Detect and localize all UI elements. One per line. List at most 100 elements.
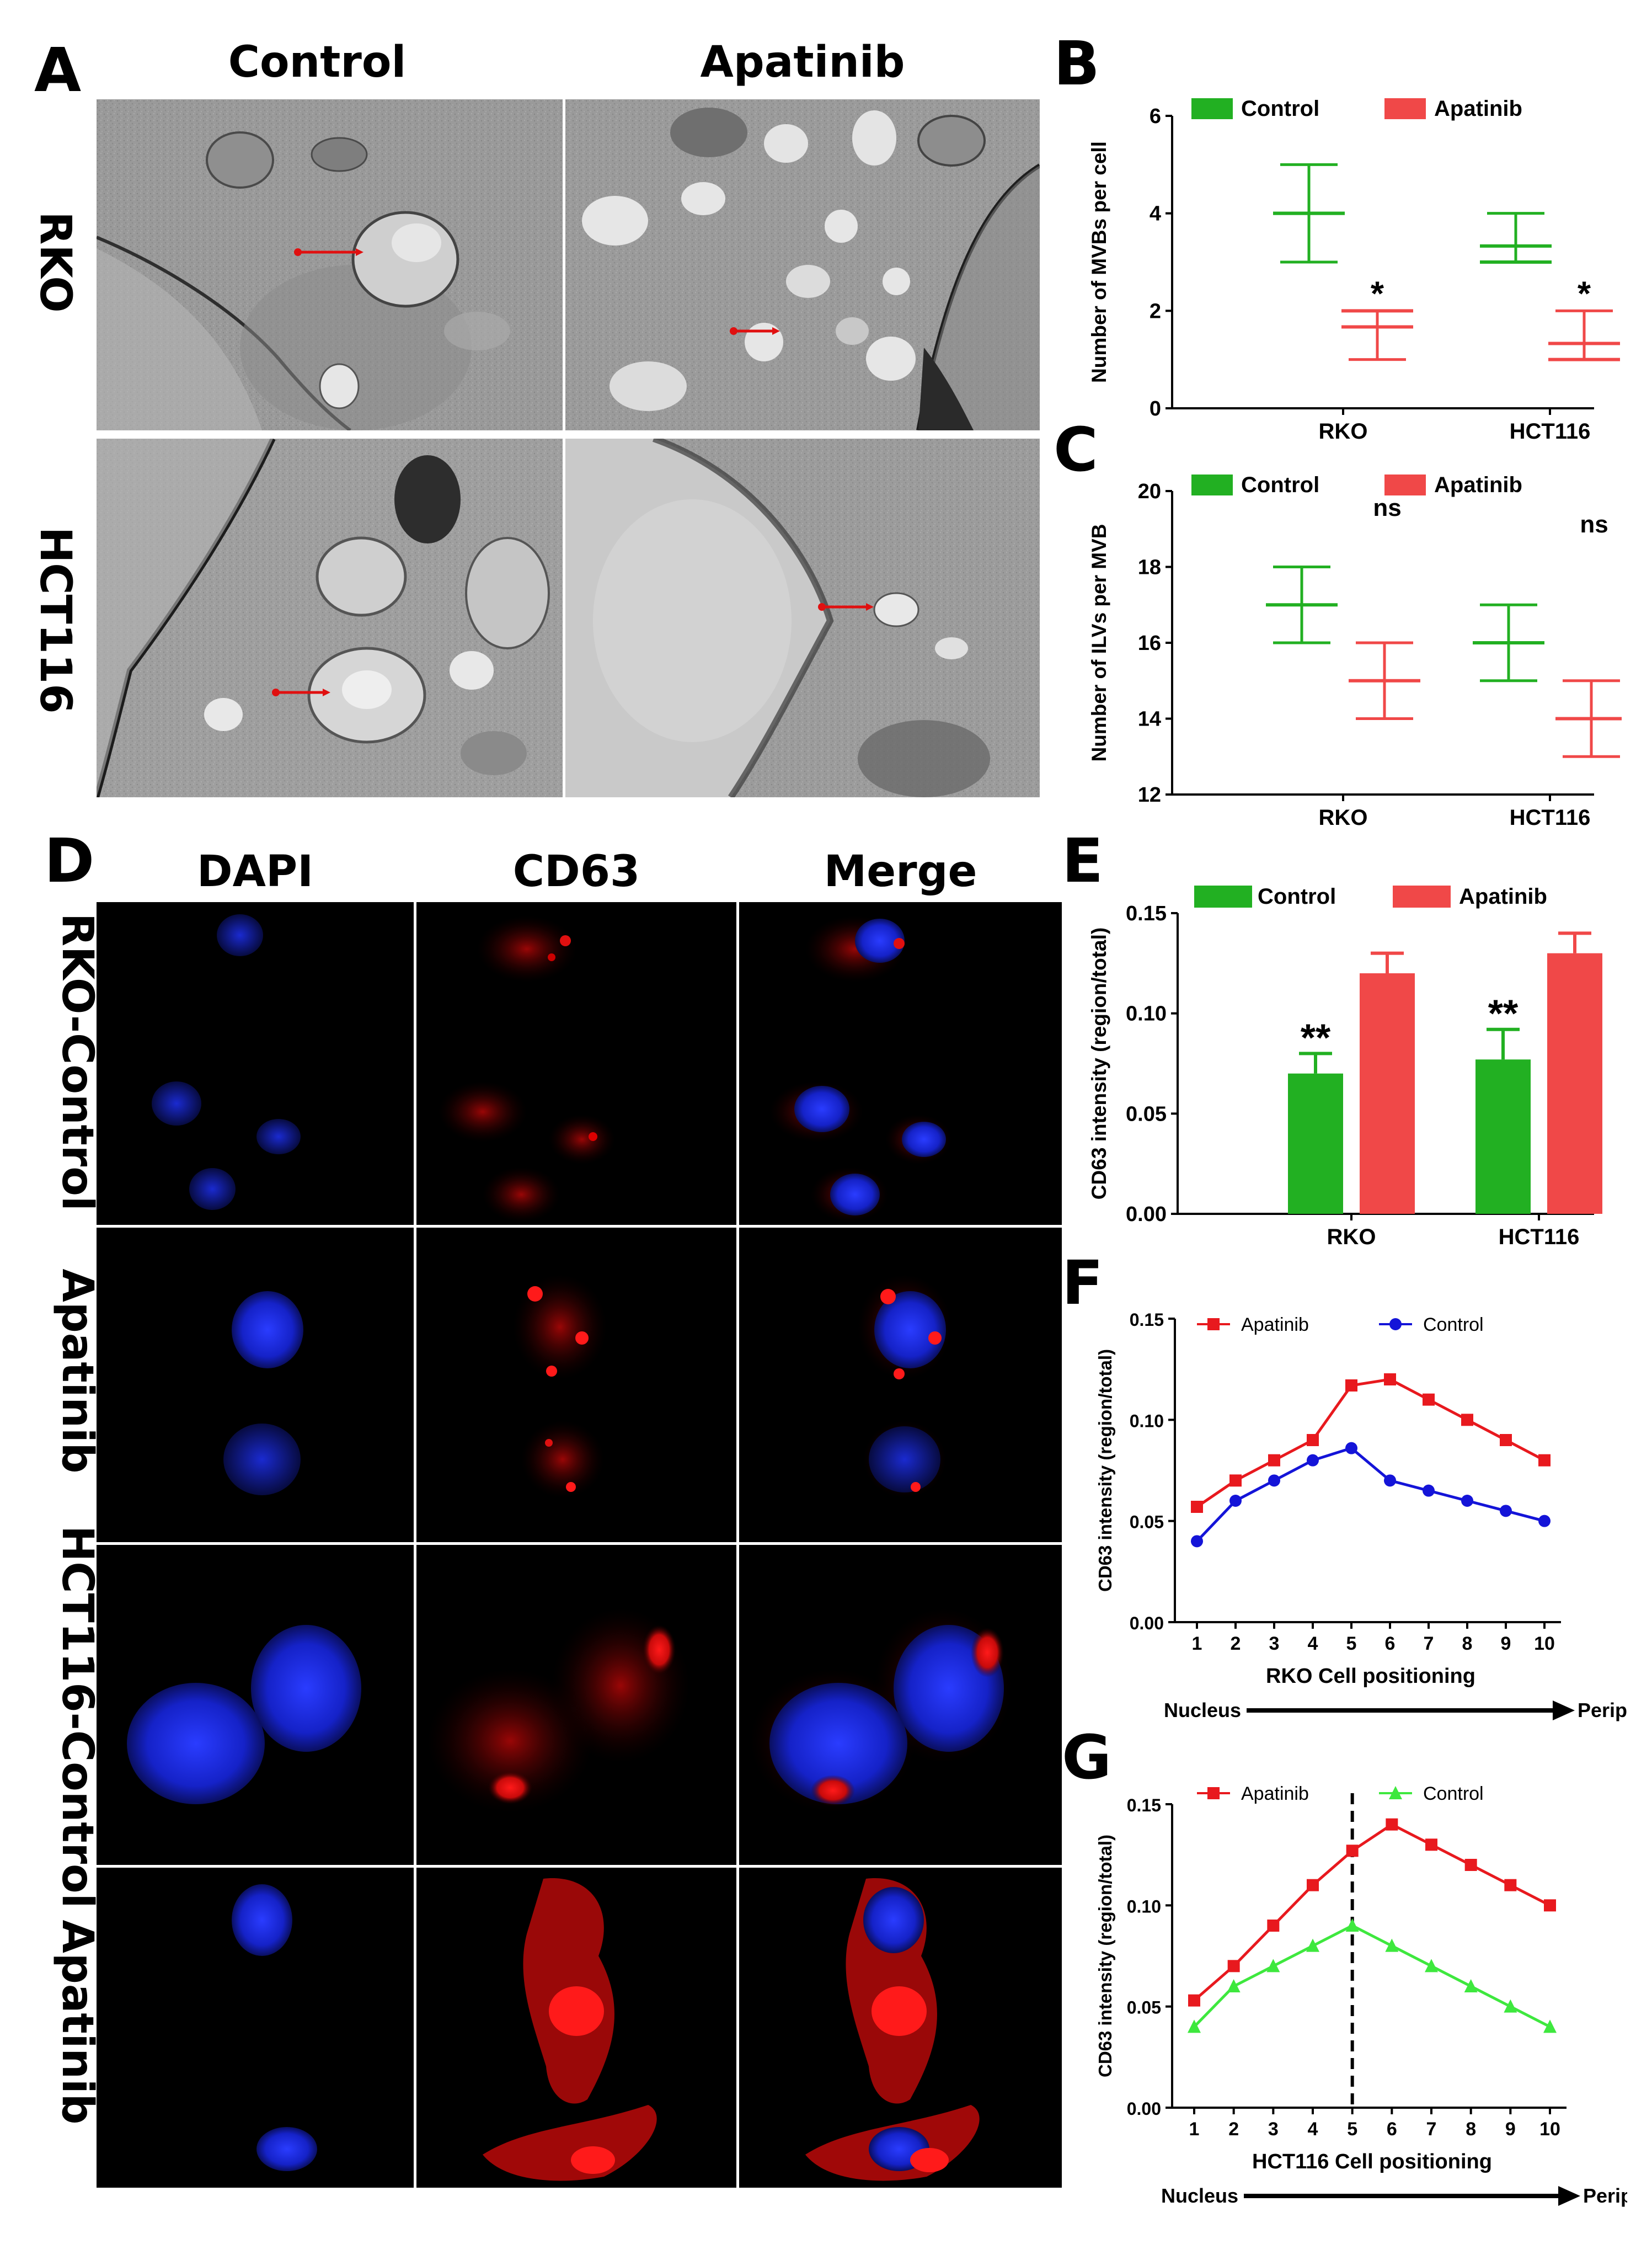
legend-marker (1207, 1787, 1220, 1799)
y-tick-label: 4 (1150, 202, 1161, 226)
panel-letter-c: C (1054, 414, 1098, 485)
y-axis-title: CD63 intensity (region/total) (1095, 1349, 1115, 1592)
col-head-merge: Merge (824, 847, 977, 897)
data-point (1306, 1938, 1319, 1952)
data-point (1386, 1818, 1398, 1831)
data-point (1227, 1960, 1240, 1973)
y-tick-label: 18 (1138, 556, 1161, 579)
chart-e: 0.00 0.05 0.10 0.15 CD63 intensity (region/t… (1076, 883, 1622, 1269)
x-tick-label: 9 (1501, 1633, 1511, 1654)
legend-label: Apatinib (1241, 1314, 1309, 1335)
significance-marker: ** (1488, 992, 1519, 1035)
y-tick-label: 20 (1138, 480, 1161, 503)
x-tick-label: 1 (1189, 2119, 1200, 2140)
data-point (1191, 1535, 1203, 1548)
point-control-hct116 (1473, 603, 1544, 683)
bar-control-rko (1288, 1073, 1343, 1214)
panel-letter-d: D (44, 825, 95, 896)
data-point (1188, 2019, 1201, 2033)
data-point (1346, 1844, 1359, 1857)
data-point (1345, 1379, 1357, 1392)
data-point (1500, 1434, 1512, 1446)
x-tick-label: 5 (1347, 2119, 1357, 2140)
chart-b: 0 2 4 6 Number of MVBs per cell RKO HCT116 Cont… (1076, 88, 1622, 447)
y-axis-title: Number of MVBs per cell (1088, 141, 1110, 383)
data-point (1384, 1474, 1396, 1487)
em-image-hct116-apatinib (565, 439, 1040, 797)
row-head-rko-control: RKO-Control (52, 913, 102, 1211)
chart-f: 0.00 0.05 0.10 0.15 CD63 intensity (region/t… (1081, 1302, 1627, 1755)
position-arrow-head (1558, 2186, 1580, 2206)
chart-f-svg: 0.00 0.05 0.10 0.15 CD63 intensity (region/t… (1095, 1310, 1627, 1721)
em-image-rko-apatinib (565, 99, 1040, 430)
x-tick-label: 2 (1228, 2119, 1239, 2140)
legend-swatch (1393, 886, 1451, 908)
data-point (1425, 1838, 1437, 1851)
em-image-rko-control (97, 99, 563, 430)
x-axis-title: HCT116 Cell positioning (1252, 2150, 1492, 2173)
row-head-hct116-control: HCT116-Control (52, 1526, 102, 1909)
x-tick-label: 8 (1462, 1633, 1473, 1654)
y-tick-label: 0.15 (1126, 902, 1167, 925)
panel-letter-f: F (1062, 1248, 1104, 1318)
data-point (1227, 1979, 1241, 1992)
legend-swatch (1384, 98, 1426, 119)
significance-marker: ns (1373, 494, 1401, 521)
legend-swatch (1384, 475, 1426, 495)
merge-hct116-control (739, 1545, 1062, 1865)
legend-label: Control (1241, 473, 1319, 497)
data-point (1543, 2019, 1557, 2033)
data-point (1538, 1515, 1551, 1527)
x-tick-label: 7 (1424, 1633, 1434, 1654)
position-arrow-head (1553, 1700, 1575, 1720)
x-tick-label: 10 (1539, 2119, 1560, 2140)
data-point (1384, 1373, 1396, 1385)
x-tick-label: 10 (1534, 1633, 1555, 1654)
y-tick-label: 0.10 (1127, 1896, 1161, 1916)
y-tick-label: 0.05 (1126, 1102, 1167, 1126)
data-point (1538, 1454, 1551, 1467)
significance-marker: ns (1580, 511, 1608, 538)
data-point (1385, 1938, 1399, 1952)
panel-letter-g: G (1062, 1722, 1112, 1793)
significance-marker: * (1578, 275, 1591, 313)
row-head-hct116: HCT116 (30, 527, 80, 714)
legend-label: Apatinib (1241, 1783, 1309, 1804)
legend-swatch (1191, 98, 1233, 119)
series-line-control (1196, 1446, 1545, 1543)
x-tick-label: RKO (1319, 806, 1368, 830)
significance-marker: ** (1301, 1016, 1331, 1059)
series-line-apatinib (1196, 1378, 1546, 1508)
chart-e-svg: 0.00 0.05 0.10 0.15 CD63 intensity (region/t… (1088, 884, 1602, 1249)
y-tick-label: 0.10 (1130, 1411, 1164, 1431)
col-head-apatinib: Apatinib (700, 38, 905, 87)
data-point (1544, 1899, 1556, 1912)
x-tick-label: 6 (1387, 2119, 1397, 2140)
data-point (1504, 1999, 1517, 2013)
y-tick-label: 12 (1138, 783, 1161, 807)
col-head-cd63: CD63 (512, 847, 640, 897)
row-head-hct116-apatinib: Apatinib (52, 1920, 102, 2125)
data-point (1229, 1474, 1242, 1487)
x-tick-label: HCT116 (1510, 806, 1591, 830)
y-axis-title: CD63 intensity (region/total) (1095, 1835, 1115, 2077)
chart-b-svg: 0 2 4 6 Number of MVBs per cell RKO HCT116 Cont… (1088, 97, 1620, 444)
x-tick-label: 8 (1466, 2119, 1476, 2140)
x-tick-label: HCT116 (1510, 419, 1591, 444)
dapi-hct116-apatinib (97, 1868, 414, 2188)
legend-marker (1207, 1318, 1220, 1330)
legend-swatch (1194, 886, 1252, 908)
panel-letter-e: E (1062, 825, 1104, 896)
legend-label: Apatinib (1459, 884, 1547, 909)
y-tick-label: 16 (1138, 632, 1161, 655)
col-head-dapi: DAPI (196, 847, 314, 897)
col-head-control: Control (228, 38, 407, 87)
data-point (1268, 1474, 1280, 1487)
x-tick-label: 7 (1426, 2119, 1437, 2140)
cd63-rko-apatinib (416, 1228, 736, 1542)
row-head-rko-apatinib: Apatinib (52, 1268, 102, 1474)
legend-label: Control (1241, 97, 1319, 121)
chart-g: 0.00 0.05 0.10 0.15 CD63 intensity (region/t… (1081, 1777, 1627, 2229)
arrow-end-label: Periphery (1578, 1699, 1627, 1721)
legend-label: Apatinib (1434, 97, 1522, 121)
